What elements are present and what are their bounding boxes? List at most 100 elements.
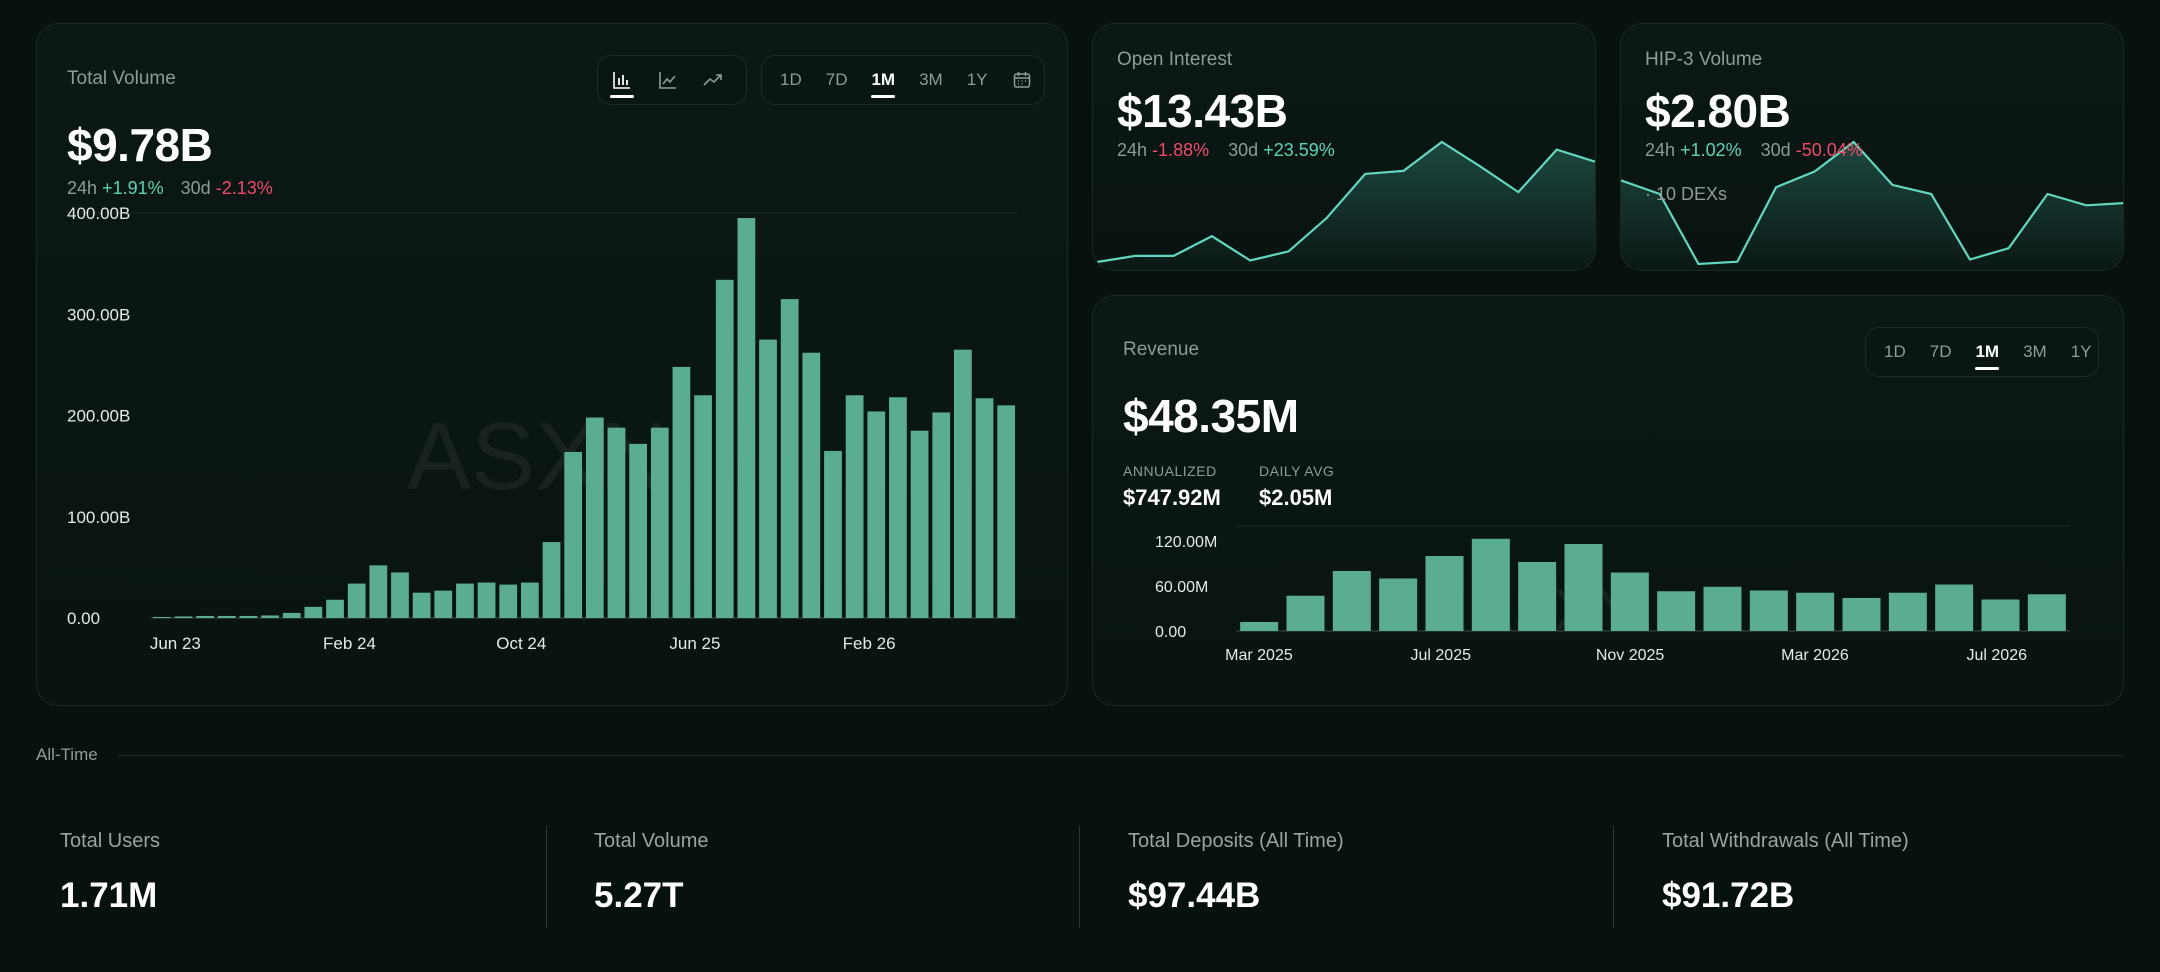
- range-1y[interactable]: 1Y: [966, 70, 988, 89]
- chart-bar[interactable]: [780, 299, 799, 618]
- chart-bar[interactable]: [607, 427, 626, 618]
- chart-bar[interactable]: [261, 615, 279, 618]
- chart-bar[interactable]: [672, 366, 691, 618]
- total-volume-chart: ASXN 0.00 100.00B 200.00B 300.00B 400.00B Ju…: [67, 204, 1017, 653]
- chart-bar[interactable]: [1796, 592, 1835, 631]
- chart-bar[interactable]: [434, 590, 453, 618]
- chart-bar[interactable]: [239, 615, 258, 618]
- revenue-range-1d[interactable]: 1D: [1884, 342, 1906, 361]
- chart-bar[interactable]: [456, 583, 474, 618]
- all-time-label: All-Time: [36, 745, 98, 764]
- hip3-volume-card: HIP-3 Volume $2.80B 24h +1.02% 30d -50.0…: [1620, 23, 2124, 271]
- revenue-value: $48.35M: [1123, 390, 1299, 442]
- chart-bar[interactable]: [369, 565, 388, 618]
- chart-bar[interactable]: [1842, 598, 1881, 631]
- open-interest-card: Open Interest $13.43B 24h -1.88% 30d +23…: [1092, 23, 1596, 271]
- daily-avg-label: DAILY AVG: [1259, 463, 1335, 479]
- trend-icon[interactable]: [690, 56, 736, 104]
- chart-bar[interactable]: [564, 451, 583, 618]
- oi-24h-value: -1.88%: [1152, 140, 1210, 160]
- chart-bar[interactable]: [1379, 578, 1418, 632]
- chart-bar[interactable]: [1286, 595, 1325, 631]
- chart-bar[interactable]: [477, 582, 496, 618]
- chart-bar[interactable]: [1981, 599, 2020, 632]
- calendar-icon[interactable]: [1000, 56, 1044, 104]
- chart-bar[interactable]: [1425, 556, 1464, 631]
- chart-bar[interactable]: [585, 417, 604, 618]
- chart-bar[interactable]: [1657, 591, 1696, 631]
- chart-bar[interactable]: [997, 405, 1016, 618]
- revenue-range-3m[interactable]: 3M: [2023, 342, 2047, 361]
- chart-bar[interactable]: [802, 352, 821, 618]
- chart-bar[interactable]: [845, 395, 864, 618]
- chart-bar[interactable]: [326, 599, 344, 618]
- chart-bar[interactable]: [499, 584, 518, 618]
- x-tick-label: Jul 2026: [1967, 647, 2028, 664]
- chart-bar[interactable]: [304, 606, 323, 618]
- chart-bar[interactable]: [391, 572, 409, 618]
- revenue-card: Revenue $48.35M ANNUALIZED $747.92M DAIL…: [1092, 295, 2124, 706]
- chart-bar[interactable]: [412, 592, 431, 618]
- change-24h-value: +1.91%: [102, 178, 164, 198]
- x-tick-label: Jul 2025: [1411, 647, 1472, 664]
- x-tick-label: Oct 24: [496, 634, 546, 653]
- chart-bar[interactable]: [1749, 590, 1788, 632]
- chart-bar[interactable]: [1518, 562, 1557, 631]
- chart-bar[interactable]: [282, 612, 301, 618]
- change-30d-label: 30d: [180, 178, 211, 198]
- chart-bar[interactable]: [629, 443, 648, 618]
- chart-bar[interactable]: [2027, 594, 2066, 631]
- open-interest-chart: [1096, 140, 1595, 270]
- bar-chart-icon[interactable]: [598, 56, 646, 104]
- chart-bar[interactable]: [975, 398, 994, 618]
- hip3-dex-count[interactable]: · 10 DEXs: [1645, 184, 1728, 204]
- range-7d[interactable]: 7D: [825, 70, 848, 89]
- chart-bar[interactable]: [867, 411, 886, 618]
- chart-bar[interactable]: [759, 339, 777, 618]
- chart-bar[interactable]: [542, 542, 561, 618]
- chart-bar[interactable]: [217, 615, 236, 618]
- chart-bar[interactable]: [953, 349, 972, 618]
- chart-bar[interactable]: [1888, 592, 1927, 631]
- y-tick-label: 100.00B: [67, 508, 130, 527]
- y-tick-label: 200.00B: [67, 407, 130, 426]
- revenue-range-1m[interactable]: 1M: [1963, 328, 2011, 376]
- oi-30d-value: +23.59%: [1263, 140, 1335, 160]
- chart-bar[interactable]: [824, 450, 842, 618]
- chart-bar[interactable]: [174, 616, 193, 618]
- chart-bar[interactable]: [1332, 571, 1371, 631]
- chart-bar[interactable]: [694, 395, 712, 618]
- chart-bar[interactable]: [650, 427, 669, 618]
- chart-bar[interactable]: [715, 279, 734, 618]
- chart-bar[interactable]: [1240, 622, 1279, 631]
- revenue-range-1y[interactable]: 1Y: [2070, 342, 2092, 361]
- chart-bar[interactable]: [1564, 544, 1603, 631]
- open-interest-area: [1097, 142, 1595, 270]
- range-1m[interactable]: 1M: [859, 56, 907, 104]
- chart-bar[interactable]: [889, 397, 907, 618]
- chart-bar[interactable]: [1935, 584, 1974, 632]
- stat-total-deposits-title: Total Deposits (All Time): [1128, 830, 1344, 852]
- range-1d[interactable]: 1D: [780, 70, 802, 89]
- revenue-range-7d[interactable]: 7D: [1929, 342, 1952, 361]
- total-volume-value: $9.78B: [67, 119, 213, 171]
- line-chart-icon[interactable]: [646, 56, 690, 104]
- x-tick-label: Nov 2025: [1596, 647, 1665, 664]
- chart-bar[interactable]: [932, 412, 951, 618]
- chart-bar[interactable]: [1610, 572, 1649, 632]
- chart-bar[interactable]: [196, 615, 215, 618]
- daily-avg-value: $2.05M: [1259, 485, 1333, 510]
- annualized-label: ANNUALIZED: [1123, 463, 1217, 479]
- range-3m[interactable]: 3M: [919, 70, 943, 89]
- stat-total-users-title: Total Users: [60, 830, 161, 852]
- revenue-range-toggle: 1D 7D 1M 3M 1Y: [1865, 327, 2099, 377]
- chart-bar[interactable]: [737, 218, 756, 618]
- chart-bar[interactable]: [152, 616, 171, 618]
- chart-bar[interactable]: [520, 582, 539, 618]
- chart-bar[interactable]: [1471, 538, 1510, 631]
- stat-total-volume-value: 5.27T: [594, 876, 684, 915]
- chart-bar[interactable]: [347, 583, 366, 618]
- chart-bar[interactable]: [1703, 586, 1742, 631]
- chart-bar[interactable]: [910, 430, 929, 618]
- open-interest-title: Open Interest: [1117, 49, 1233, 70]
